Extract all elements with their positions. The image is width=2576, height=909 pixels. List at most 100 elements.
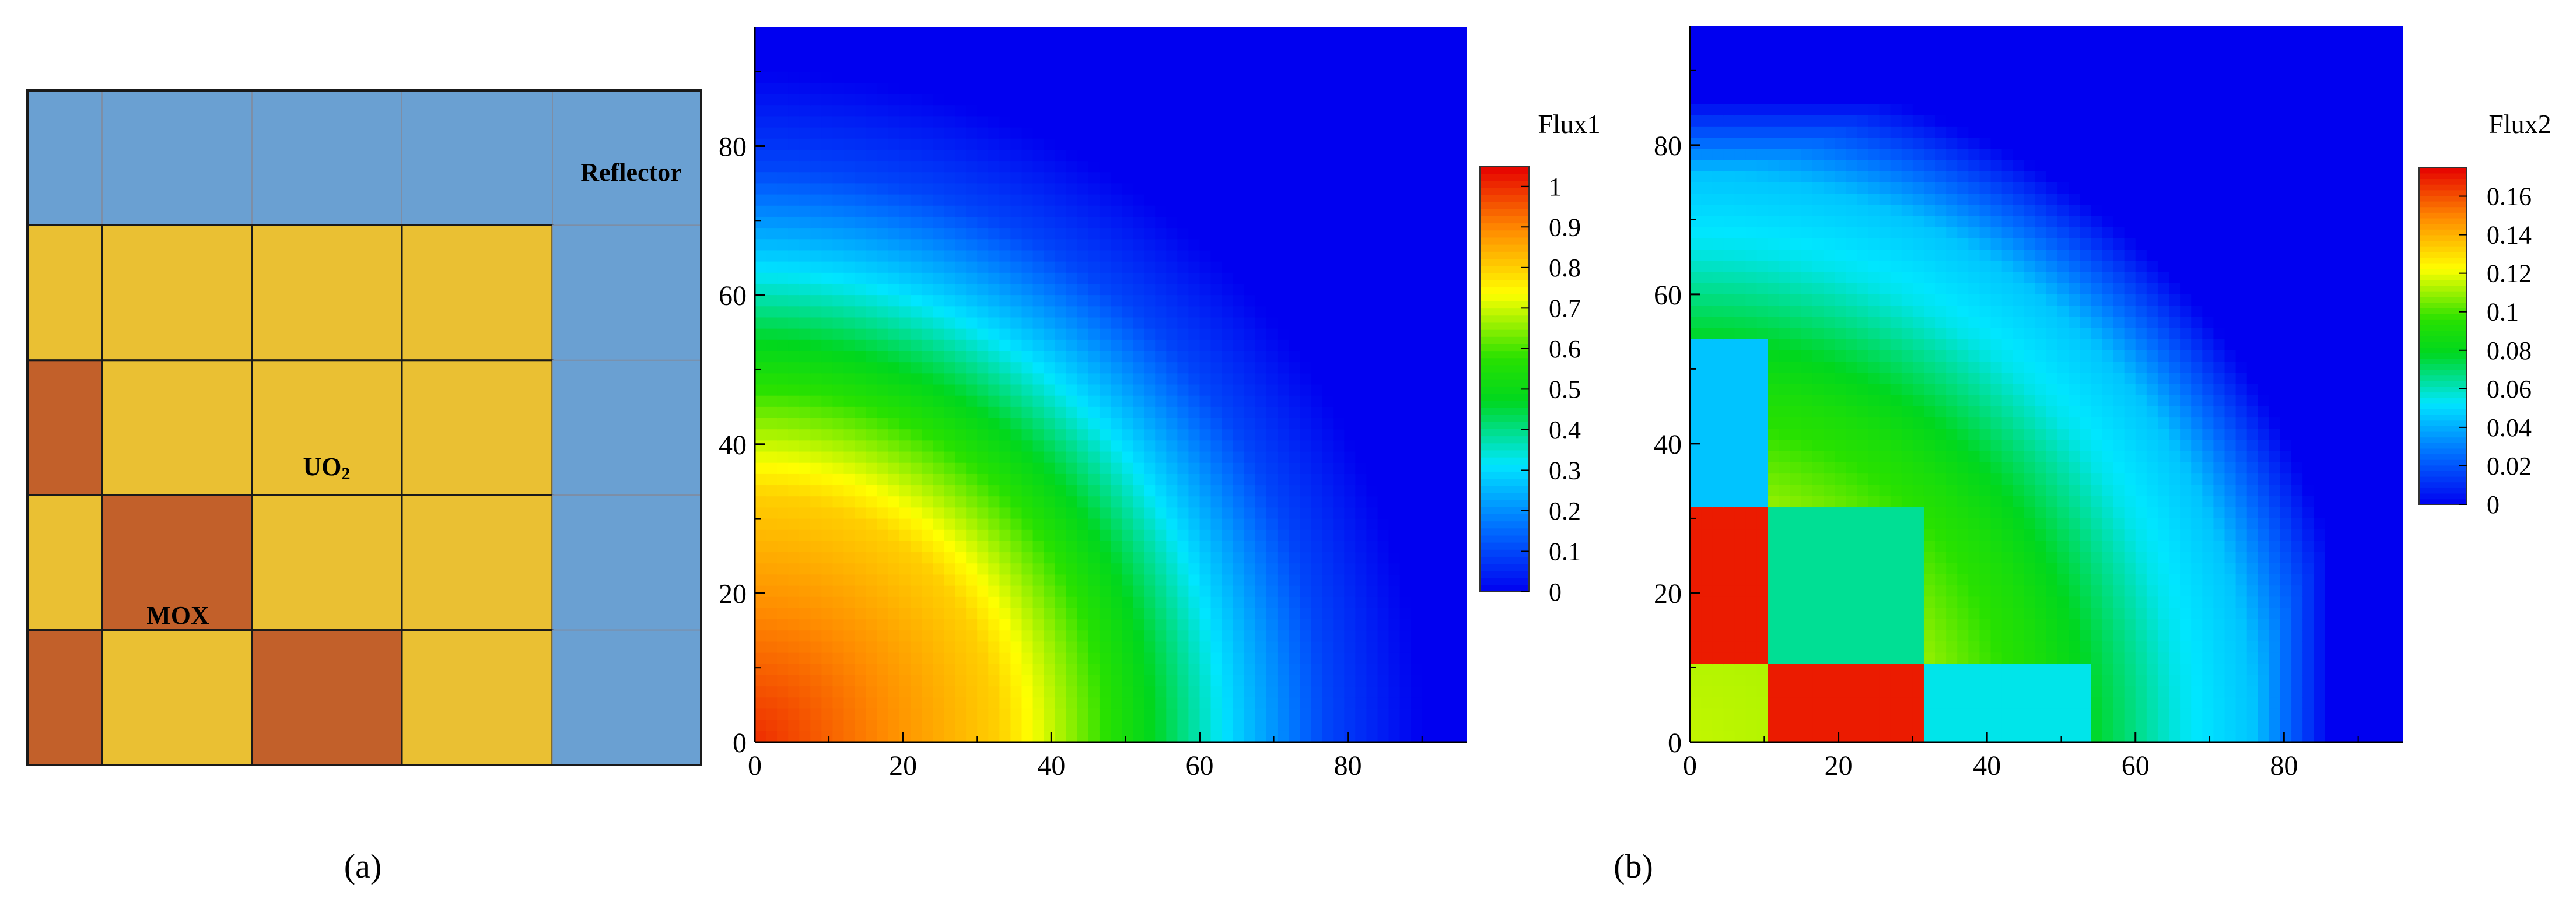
heatmap-cell bbox=[1723, 227, 1735, 239]
heatmap-cell bbox=[1399, 161, 1412, 173]
heatmap-cell bbox=[755, 608, 766, 620]
heatmap-cell bbox=[1021, 731, 1034, 743]
heatmap-cell bbox=[855, 652, 867, 665]
heatmap-cell bbox=[777, 283, 789, 296]
heatmap-cell bbox=[1077, 697, 1089, 710]
heatmap-cell bbox=[1244, 418, 1256, 430]
heatmap-cell bbox=[1188, 429, 1200, 441]
heatmap-cell bbox=[988, 596, 1000, 609]
heatmap-cell bbox=[955, 429, 967, 441]
heatmap-cell bbox=[855, 205, 867, 217]
heatmap-cell bbox=[1077, 138, 1089, 150]
heatmap-cell bbox=[1366, 395, 1378, 408]
heatmap-cell bbox=[1388, 27, 1401, 38]
heatmap-cell bbox=[1322, 619, 1334, 631]
heatmap-cell bbox=[1300, 708, 1311, 721]
heatmap-cell bbox=[1355, 317, 1367, 329]
heatmap-cell bbox=[1355, 485, 1367, 497]
heatmap-cell bbox=[966, 306, 978, 318]
heatmap-cell bbox=[921, 38, 933, 50]
heatmap-cell bbox=[1177, 619, 1189, 631]
heatmap-cell bbox=[1010, 451, 1023, 464]
heatmap-cell bbox=[977, 686, 989, 699]
heatmap-cell bbox=[855, 373, 867, 385]
heatmap-cell bbox=[1311, 596, 1322, 609]
heatmap-cell bbox=[1779, 720, 1791, 732]
heatmap-cell bbox=[1144, 283, 1156, 296]
heatmap-cell bbox=[1122, 49, 1133, 61]
heatmap-cell bbox=[1322, 518, 1334, 531]
heatmap-cell bbox=[888, 429, 900, 441]
heatmap-cell bbox=[821, 574, 834, 587]
heatmap-cell bbox=[899, 161, 911, 173]
heatmap-cell bbox=[910, 60, 922, 72]
heatmap-cell bbox=[1790, 37, 1802, 49]
colorbar-segment bbox=[1480, 549, 1529, 557]
heatmap-cell bbox=[1311, 49, 1322, 61]
heatmap-cell bbox=[1433, 350, 1445, 363]
heatmap-cell bbox=[855, 406, 867, 419]
heatmap-cell bbox=[1199, 619, 1212, 631]
heatmap-cell bbox=[1177, 485, 1189, 497]
heatmap-cell bbox=[1366, 652, 1378, 665]
heatmap-cell bbox=[1790, 395, 1802, 407]
heatmap-cell bbox=[1779, 194, 1791, 206]
heatmap-cell bbox=[1377, 328, 1390, 341]
heatmap-cell bbox=[1455, 283, 1467, 296]
heatmap-cell bbox=[921, 138, 933, 150]
heatmap-cell bbox=[755, 697, 766, 710]
heatmap-cell bbox=[1044, 585, 1056, 598]
heatmap-cell bbox=[832, 127, 845, 139]
colorbar-segment bbox=[1480, 514, 1529, 522]
heatmap-cell bbox=[899, 373, 911, 385]
heatmap-cell bbox=[921, 362, 933, 374]
heatmap-cell bbox=[1177, 138, 1189, 150]
heatmap-cell bbox=[1433, 60, 1445, 72]
heatmap-cell bbox=[1177, 27, 1189, 38]
heatmap-cell bbox=[1366, 60, 1378, 72]
heatmap-cell bbox=[1701, 272, 1713, 284]
heatmap-cell bbox=[1756, 48, 1769, 60]
heatmap-cell bbox=[1055, 473, 1067, 486]
heatmap-cell bbox=[1366, 406, 1378, 419]
heatmap-cell bbox=[977, 272, 989, 285]
heatmap-cell bbox=[1388, 708, 1401, 721]
heatmap-cell bbox=[1044, 317, 1056, 329]
assembly-cell-reflector bbox=[552, 359, 702, 496]
heatmap-cell bbox=[910, 261, 922, 273]
heatmap-cell bbox=[1333, 172, 1345, 184]
heatmap-cell bbox=[899, 116, 911, 128]
heatmap-cell bbox=[1155, 250, 1167, 262]
heatmap-cell bbox=[1222, 619, 1234, 631]
heatmap-cell bbox=[1222, 306, 1234, 318]
heatmap-cell bbox=[1322, 697, 1334, 710]
heatmap-cell bbox=[1790, 574, 1802, 586]
heatmap-cell bbox=[1199, 149, 1212, 162]
heatmap-cell bbox=[1077, 384, 1089, 396]
heatmap-cell bbox=[1088, 82, 1100, 94]
heatmap-cell bbox=[977, 362, 989, 374]
heatmap-cell bbox=[933, 585, 944, 598]
heatmap-cell bbox=[1177, 574, 1189, 587]
heatmap-cell bbox=[1355, 205, 1367, 217]
heatmap-cell bbox=[844, 60, 856, 72]
heatmap-cell bbox=[1088, 418, 1100, 430]
heatmap-cell bbox=[1233, 619, 1245, 631]
heatmap-cell bbox=[810, 485, 822, 497]
heatmap-cell bbox=[1333, 138, 1345, 150]
heatmap-cell bbox=[810, 317, 822, 329]
heatmap-cell bbox=[955, 473, 967, 486]
heatmap-cell bbox=[1366, 38, 1378, 50]
heatmap-cell bbox=[944, 429, 956, 441]
heatmap-cell bbox=[1801, 194, 1813, 206]
heatmap-cell bbox=[1455, 71, 1467, 83]
heatmap-cell bbox=[1010, 49, 1023, 61]
heatmap-cell bbox=[1066, 138, 1078, 150]
heatmap-cell bbox=[1044, 641, 1056, 654]
heatmap-cell bbox=[1044, 462, 1056, 475]
heatmap-cell bbox=[999, 172, 1012, 184]
heatmap-cell bbox=[1199, 60, 1212, 72]
heatmap-cell bbox=[1122, 328, 1133, 341]
heatmap-cell bbox=[1333, 596, 1345, 609]
colorbar-segment bbox=[1480, 556, 1529, 564]
